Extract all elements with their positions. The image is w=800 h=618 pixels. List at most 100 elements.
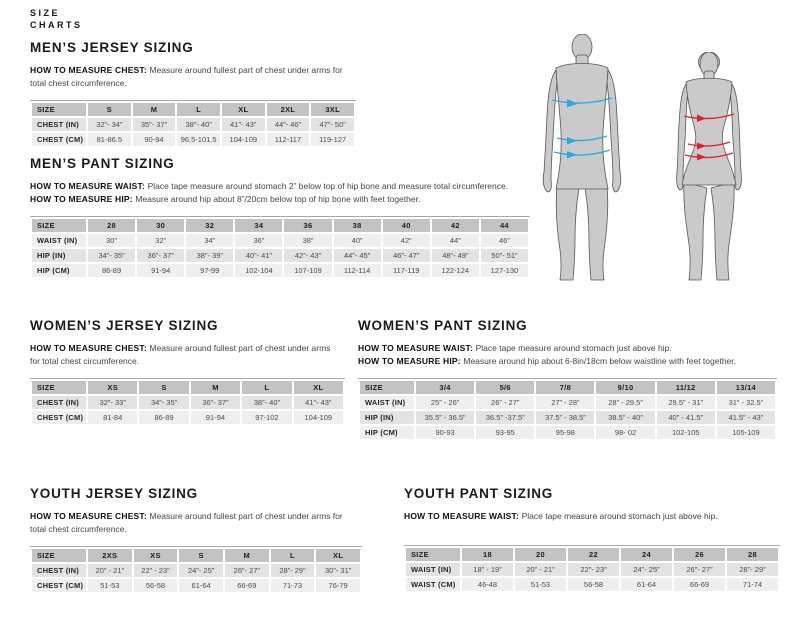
column-header: 20 xyxy=(515,548,566,562)
row-label: WAIST (CM) xyxy=(406,578,460,592)
table-cell: 41”- 43” xyxy=(221,118,265,132)
table-cell: 26”- 27” xyxy=(224,564,269,578)
column-header: S xyxy=(179,549,223,563)
table-cell: 30” xyxy=(88,234,136,248)
table-cell: 34”- 35” xyxy=(88,249,136,263)
male-measurement-arrows xyxy=(551,97,613,156)
mens-jersey-table-wrap: SIZE S M L XL 2XL 3XL CHEST (IN) 32”- 34” 35”- 37… xyxy=(30,100,356,148)
womens-pant-table-wrap: SIZE 3/4 5/6 7/8 9/10 11/12 13/14 WAIST (IN) 25”… xyxy=(358,378,777,441)
header-row: SIZE XS S M L XL xyxy=(32,381,343,395)
table-cell: 119-127 xyxy=(311,133,354,147)
howto-text: Place tape measure around stomach just a… xyxy=(521,511,718,521)
section-heading: YOUTH JERSEY SIZING xyxy=(30,486,198,501)
table-cell: 71-74 xyxy=(727,578,778,592)
section-heading: YOUTH PANT SIZING xyxy=(404,486,554,501)
table-cell: 36”- 37” xyxy=(190,396,241,410)
table-cell: 32”- 33” xyxy=(88,396,138,410)
column-header: 28 xyxy=(88,219,136,233)
column-header: XS xyxy=(88,381,138,395)
column-header: 3XL xyxy=(311,103,354,117)
column-header: 7/8 xyxy=(536,381,595,395)
howto-line: HOW TO MEASURE WAIST: Place tape measure… xyxy=(358,342,777,355)
howto-text: Measure around hip about 6-8in/18cm belo… xyxy=(463,356,737,367)
header-row: SIZE 2XS XS S M L XL xyxy=(32,549,360,563)
table-cell: 38.5” - 40” xyxy=(596,411,655,425)
header-row: SIZE S M L XL 2XL 3XL xyxy=(32,103,354,117)
howto-label: HOW TO MEASURE CHEST: xyxy=(30,65,150,75)
table-cell: 104-109 xyxy=(293,411,343,425)
table-cell: 51-53 xyxy=(515,578,566,592)
row-label: CHEST (CM) xyxy=(32,579,86,593)
table-cell: 35.5” - 36.5” xyxy=(416,411,475,425)
table-cell: 66-69 xyxy=(674,578,725,592)
table-cell: 104-109 xyxy=(221,133,265,147)
howto-line: HOW TO MEASURE CHEST: Measure around ful… xyxy=(30,64,356,90)
section-mens-jersey: MEN’S JERSEY SIZING HOW TO MEASURE CHEST… xyxy=(30,40,356,148)
column-header: SIZE xyxy=(32,103,86,117)
column-header: L xyxy=(177,103,220,117)
section-heading: MEN’S PANT SIZING xyxy=(30,156,175,171)
section-youth-pant: YOUTH PANT SIZING HOW TO MEASURE WAIST: … xyxy=(404,486,780,593)
howto-label: HOW TO MEASURE CHEST: xyxy=(30,511,150,521)
column-header: 5/6 xyxy=(476,381,535,395)
column-header: 22 xyxy=(568,548,619,562)
table-cell: 28”- 29” xyxy=(727,563,778,577)
table-cell: 36”- 37” xyxy=(137,249,185,263)
table-cell: 38”- 39” xyxy=(186,249,234,263)
table-cell: 102-105 xyxy=(656,426,715,440)
row-label: WAIST (IN) xyxy=(406,563,460,577)
row-label: HIP (CM) xyxy=(32,264,86,278)
table-cell: 122-124 xyxy=(431,264,479,278)
table-cell: 22” - 23” xyxy=(133,564,178,578)
size-table: SIZE XS S M L XL CHEST (IN) 32”- 33” 34”- 35” 36”… xyxy=(30,378,345,426)
howto-label: HOW TO MEASURE WAIST: xyxy=(358,343,476,353)
table-cell: 28”- 29” xyxy=(270,564,315,578)
row-label: CHEST (CM) xyxy=(32,133,86,147)
table-cell: 102-104 xyxy=(235,264,283,278)
section-heading: WOMEN’S PANT SIZING xyxy=(358,318,528,333)
column-header: M xyxy=(224,549,269,563)
header-row: SIZE 28 30 32 34 36 38 40 42 44 xyxy=(32,219,528,233)
female-figure-icon xyxy=(676,52,742,281)
table-cell: 38” xyxy=(284,234,332,248)
table-cell: 34” xyxy=(186,234,234,248)
table-cell: 61-64 xyxy=(621,578,672,592)
table-cell: 47”- 50” xyxy=(311,118,354,132)
table-cell: 48”- 49” xyxy=(431,249,479,263)
table-cell: 31” - 32.5” xyxy=(716,396,775,410)
row-label: CHEST (IN) xyxy=(32,118,86,132)
table-cell: 90-93 xyxy=(416,426,475,440)
column-header: S xyxy=(88,103,131,117)
table-cell: 22”- 23” xyxy=(568,563,619,577)
table-cell: 38”- 40” xyxy=(242,396,292,410)
table-cell: 32”- 34” xyxy=(88,118,131,132)
column-header: 38 xyxy=(333,219,381,233)
table-cell: 66-69 xyxy=(224,579,269,593)
table-row: CHEST (CM) 81-86.5 90-94 96.5-101.5 104-109 1… xyxy=(32,133,354,147)
table-cell: 71-73 xyxy=(270,579,315,593)
table-cell: 112-114 xyxy=(333,264,381,278)
howto-text: Measure around hip about 8”/20cm below t… xyxy=(135,194,421,205)
section-youth-jersey: YOUTH JERSEY SIZING HOW TO MEASURE CHEST… xyxy=(30,486,362,594)
table-cell: 42” xyxy=(382,234,430,248)
table-row: CHEST (IN) 32”- 34” 35”- 37” 38”- 40” 41”- 4… xyxy=(32,118,354,132)
table-cell: 34”- 35” xyxy=(139,396,189,410)
howto-text: Measure around fullest part of chest und… xyxy=(30,343,331,367)
table-cell: 112-117 xyxy=(266,133,310,147)
youth-jersey-table-wrap: SIZE 2XS XS S M L XL CHEST (IN) 20” - 21” 22” - 2… xyxy=(30,546,362,594)
table-cell: 36.5” -37.5” xyxy=(476,411,535,425)
howto-label: HOW TO MEASURE CHEST: xyxy=(30,343,150,353)
column-header: 11/12 xyxy=(656,381,715,395)
column-header: XL xyxy=(221,103,265,117)
table-cell: 41.5” - 43” xyxy=(716,411,775,425)
table-row: HIP (CM) 86-89 91-94 97-99 102-104 107-109 112… xyxy=(32,264,528,278)
howto-line: HOW TO MEASURE HIP: Measure around hip a… xyxy=(30,193,530,206)
table-cell: 24”- 25” xyxy=(621,563,672,577)
table-row: CHEST (IN) 20” - 21” 22” - 23” 24”- 25” 26”-… xyxy=(32,564,360,578)
howto-label: HOW TO MEASURE WAIST: xyxy=(30,181,148,191)
section-heading: WOMEN’S JERSEY SIZING xyxy=(30,318,219,333)
table-row: CHEST (CM) 51-53 56-58 61-64 66-69 71-73 76-79 xyxy=(32,579,360,593)
youth-pant-table-wrap: SIZE 18 20 22 24 26 28 WAIST (IN) 18” - 19” 20” -… xyxy=(404,545,780,593)
howto-line: HOW TO MEASURE WAIST: Place tape measure… xyxy=(30,180,530,193)
table-cell: 40” - 41.5” xyxy=(656,411,715,425)
